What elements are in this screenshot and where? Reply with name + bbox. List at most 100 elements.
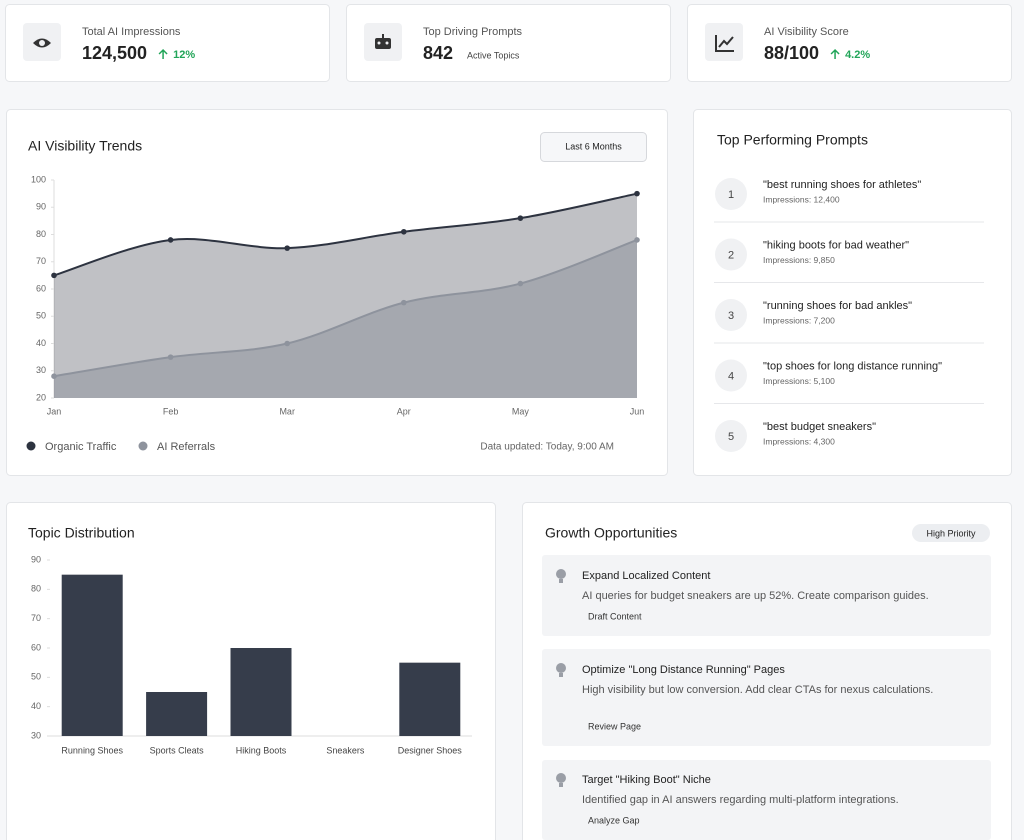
bulb-icon — [556, 663, 566, 673]
trend-icon — [715, 35, 734, 52]
y-tick-label: 60 — [31, 642, 41, 652]
prompt-text: "top shoes for long distance running" — [763, 360, 942, 372]
opportunity-action[interactable]: Draft Content — [588, 611, 642, 621]
x-tick-label: May — [512, 406, 530, 416]
prompt-impressions: Impressions: 7,200 — [763, 315, 835, 325]
x-tick-label: Mar — [279, 406, 295, 416]
x-tick-label: Running Shoes — [61, 745, 123, 755]
bar — [146, 692, 208, 736]
rank-badge — [715, 299, 747, 331]
opportunity-title: Optimize "Long Distance Running" Pages — [582, 664, 785, 676]
y-tick-label: 30 — [31, 730, 41, 740]
x-tick-label: Sports Cleats — [150, 745, 205, 755]
opportunity-card — [542, 555, 991, 636]
y-tick-label: 70 — [31, 613, 41, 623]
y-tick-label: 50 — [31, 672, 41, 682]
robot-icon — [375, 34, 391, 49]
bulb-icon — [556, 773, 566, 783]
prompt-text: "best running shoes for athletes" — [763, 179, 921, 191]
opportunity-title: Target "Hiking Boot" Niche — [582, 774, 711, 786]
point — [284, 245, 291, 251]
bar — [230, 648, 292, 736]
y-tick-label: 90 — [36, 202, 46, 212]
y-tick-label: 60 — [36, 283, 46, 293]
legend-dot — [138, 441, 148, 451]
rank-number: 5 — [728, 431, 734, 443]
x-tick-label: Jun — [630, 406, 645, 416]
rank-badge — [715, 420, 747, 452]
up-arrow — [158, 48, 168, 59]
prompt-text: "running shoes for bad ankles" — [763, 300, 912, 312]
point — [517, 280, 524, 287]
x-tick-label: Feb — [163, 406, 179, 416]
rank-badge — [715, 238, 747, 271]
kpi-label: Total AI Impressions — [82, 26, 181, 38]
area — [54, 239, 637, 398]
filter-button[interactable] — [540, 132, 647, 162]
kpi-change: 4.2% — [845, 49, 870, 61]
chart-title: AI Visibility Trends — [28, 138, 142, 154]
rank-number: 2 — [728, 249, 734, 261]
y-tick-label: 80 — [36, 229, 46, 239]
prompt-text: "best budget sneakers" — [763, 421, 876, 433]
point — [401, 228, 407, 235]
point — [51, 373, 57, 380]
opportunity-action[interactable]: Review Page — [588, 721, 641, 731]
prompt-text: "hiking boots for bad weather" — [763, 239, 909, 251]
x-tick-label: Apr — [397, 406, 411, 416]
point — [401, 299, 407, 306]
point — [634, 237, 640, 243]
eye-icon — [33, 38, 51, 48]
kpi-note: Active Topics — [467, 50, 520, 60]
rank-badge — [715, 178, 747, 210]
y-tick-label: 70 — [36, 256, 46, 266]
line — [53, 239, 638, 378]
up-arrow — [830, 48, 840, 59]
point — [284, 340, 291, 347]
section-title: Growth Opportunities — [545, 525, 677, 541]
chart-note: Data updated: Today, 9:00 AM — [480, 442, 614, 453]
kpi-label: Top Driving Prompts — [423, 26, 523, 38]
badge-label: High Priority — [926, 528, 976, 538]
prompts-card — [693, 109, 1012, 476]
prompt-impressions: Impressions: 9,850 — [763, 255, 835, 265]
section-title: Top Performing Prompts — [717, 132, 868, 148]
kpi-label: AI Visibility Score — [764, 26, 849, 38]
rank-number: 3 — [728, 310, 734, 322]
prompt-impressions: Impressions: 12,400 — [763, 194, 840, 204]
prompt-impressions: Impressions: 4,300 — [763, 436, 835, 446]
bulb-icon — [556, 569, 566, 579]
y-tick-label: 40 — [31, 701, 41, 711]
kpi-card — [5, 4, 330, 82]
y-tick-label: 40 — [36, 338, 46, 348]
kpi-card — [687, 4, 1012, 82]
point — [517, 215, 524, 221]
y-tick-label: 20 — [36, 392, 46, 402]
line — [53, 192, 638, 277]
bulb-base — [559, 783, 563, 787]
opportunity-action[interactable]: Analyze Gap — [588, 815, 640, 825]
badge — [912, 524, 990, 542]
rank-number: 1 — [728, 189, 734, 201]
y-tick-label: 80 — [31, 584, 41, 594]
bar — [399, 662, 461, 736]
x-tick-label: Sneakers — [326, 745, 365, 755]
bar — [61, 574, 123, 736]
filter-label[interactable]: Last 6 Months — [565, 141, 622, 151]
chart-title: Topic Distribution — [28, 525, 135, 541]
x-tick-label: Hiking Boots — [236, 745, 287, 755]
y-tick-label: 100 — [31, 174, 46, 184]
opportunity-description: High visibility but low conversion. Add … — [582, 684, 933, 696]
rank-badge — [715, 359, 747, 392]
kpi-value: 124,500 — [82, 43, 147, 63]
opportunity-description: AI queries for budget sneakers are up 52… — [582, 590, 929, 602]
kpi-change: 12% — [173, 49, 195, 61]
point — [167, 237, 174, 243]
legend-dot — [26, 441, 36, 451]
kpi-value: 88/100 — [764, 43, 819, 63]
point — [51, 272, 57, 279]
point — [634, 190, 640, 197]
x-tick-label: Jan — [47, 406, 62, 416]
